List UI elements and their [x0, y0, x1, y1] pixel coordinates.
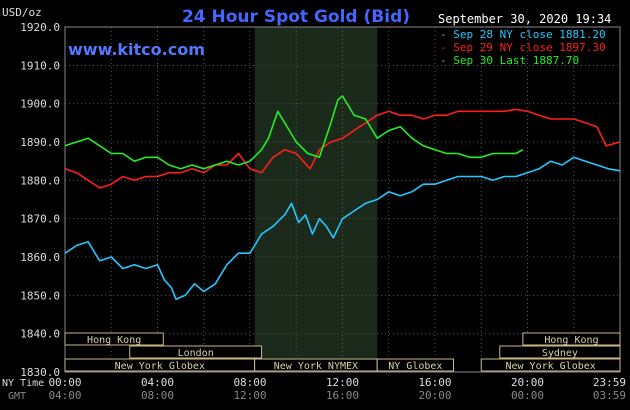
session-bar: [480, 358, 621, 372]
session-label: New York Globex: [505, 361, 595, 372]
session-label: New York Globex: [115, 361, 205, 372]
y-tick-label: 1910.0: [20, 59, 60, 72]
x-tick-label-ny: 00:00: [48, 376, 81, 389]
series-line-1: [64, 156, 621, 300]
x-tick-label-ny: 12:00: [326, 376, 359, 389]
x-axis: 00:0004:0004:0008:0008:0012:0012:0016:00…: [48, 376, 626, 402]
y-tick-label: 1880.0: [20, 174, 60, 187]
session-bar: [129, 345, 263, 359]
session-bar: [522, 332, 621, 346]
nymex-session-shade: [254, 27, 378, 372]
x-tick-label-ny: 16:00: [418, 376, 451, 389]
datetime-label: September 30, 2020 19:34: [438, 12, 611, 26]
gmt-label: GMT: [8, 391, 26, 402]
legend: - Sep 28 NY close 1881.20- Sep 29 NY clo…: [440, 28, 606, 67]
market-sessions: Hong Kong London New York Globex New York N…: [64, 332, 621, 372]
chart-title: 24 Hour Spot Gold (Bid): [182, 7, 410, 27]
price-series: [64, 95, 621, 300]
y-tick-label: 1840.0: [20, 328, 60, 341]
y-tick-label: 1900.0: [20, 98, 60, 111]
chart-watermark: www.kitco.com: [68, 40, 205, 59]
session-label: New York NYMEX: [274, 361, 358, 372]
x-tick-label-ny: 04:00: [141, 376, 174, 389]
ny-time-label: NY Time: [2, 378, 44, 389]
legend-entry: - Sep 29 NY close 1897.30: [440, 41, 606, 54]
y-tick-label: 1830.0: [20, 366, 60, 379]
session-label: Sydney: [542, 348, 578, 359]
x-tick-label-gmt: 12:00: [233, 389, 266, 402]
x-tick-label-gmt: 08:00: [141, 389, 174, 402]
x-tick-label-gmt: 20:00: [418, 389, 451, 402]
x-tick-label-ny: 20:00: [511, 376, 544, 389]
x-tick-label-gmt: 03:59: [593, 389, 626, 402]
y-tick-label: 1860.0: [20, 251, 60, 264]
series-line-3: [64, 95, 524, 170]
x-tick-label-gmt: 00:00: [511, 389, 544, 402]
session-bar: [64, 332, 164, 346]
y-tick-label: 1850.0: [20, 289, 60, 302]
y-axis: 1920.0 1910.0 1900.0 1890.0 1880.0 1870.0 1860…: [20, 21, 60, 379]
session-label: NY Globex: [388, 361, 442, 372]
series-line-2: [64, 108, 621, 189]
y-axis-unit: USD/oz: [2, 6, 42, 19]
session-bar: [376, 358, 454, 372]
y-tick-label: 1920.0: [20, 21, 60, 34]
y-tick-label: 1890.0: [20, 136, 60, 149]
x-tick-label-gmt: 04:00: [48, 389, 81, 402]
x-tick-label-gmt: 16:00: [326, 389, 359, 402]
session-bar: [499, 345, 621, 359]
plot-frame: [64, 26, 621, 373]
session-label: Hong Kong: [544, 335, 598, 346]
x-tick-label-ny: 23:59: [593, 376, 626, 389]
x-tick-label-ny: 08:00: [233, 376, 266, 389]
legend-entry: - Sep 28 NY close 1881.20: [440, 28, 606, 41]
y-tick-label: 1870.0: [20, 213, 60, 226]
session-label: London: [178, 348, 214, 359]
legend-entry: - Sep 30 Last 1887.70: [440, 54, 579, 67]
session-label: Hong Kong: [87, 335, 141, 346]
